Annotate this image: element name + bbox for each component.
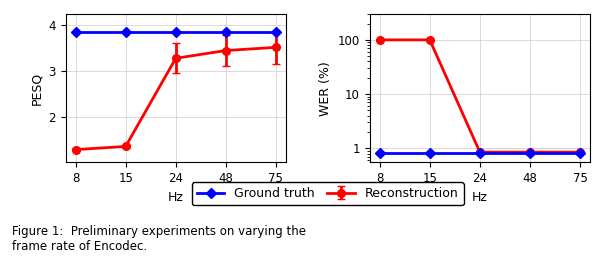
Legend: Ground truth, Reconstruction: Ground truth, Reconstruction xyxy=(192,182,464,205)
Ground truth xyxy=(222,31,229,34)
X-axis label: Hz: Hz xyxy=(168,191,184,204)
Ground truth xyxy=(122,31,129,34)
X-axis label: Hz: Hz xyxy=(472,191,488,204)
Y-axis label: WER (%): WER (%) xyxy=(319,61,332,116)
Ground truth xyxy=(72,31,79,34)
Text: Figure 1:  Preliminary experiments on varying the
frame rate of Encodec.: Figure 1: Preliminary experiments on var… xyxy=(12,225,306,253)
Line: Ground truth: Ground truth xyxy=(72,29,280,36)
Ground truth xyxy=(272,31,280,34)
Y-axis label: PESQ: PESQ xyxy=(30,72,43,105)
Ground truth xyxy=(172,31,179,34)
